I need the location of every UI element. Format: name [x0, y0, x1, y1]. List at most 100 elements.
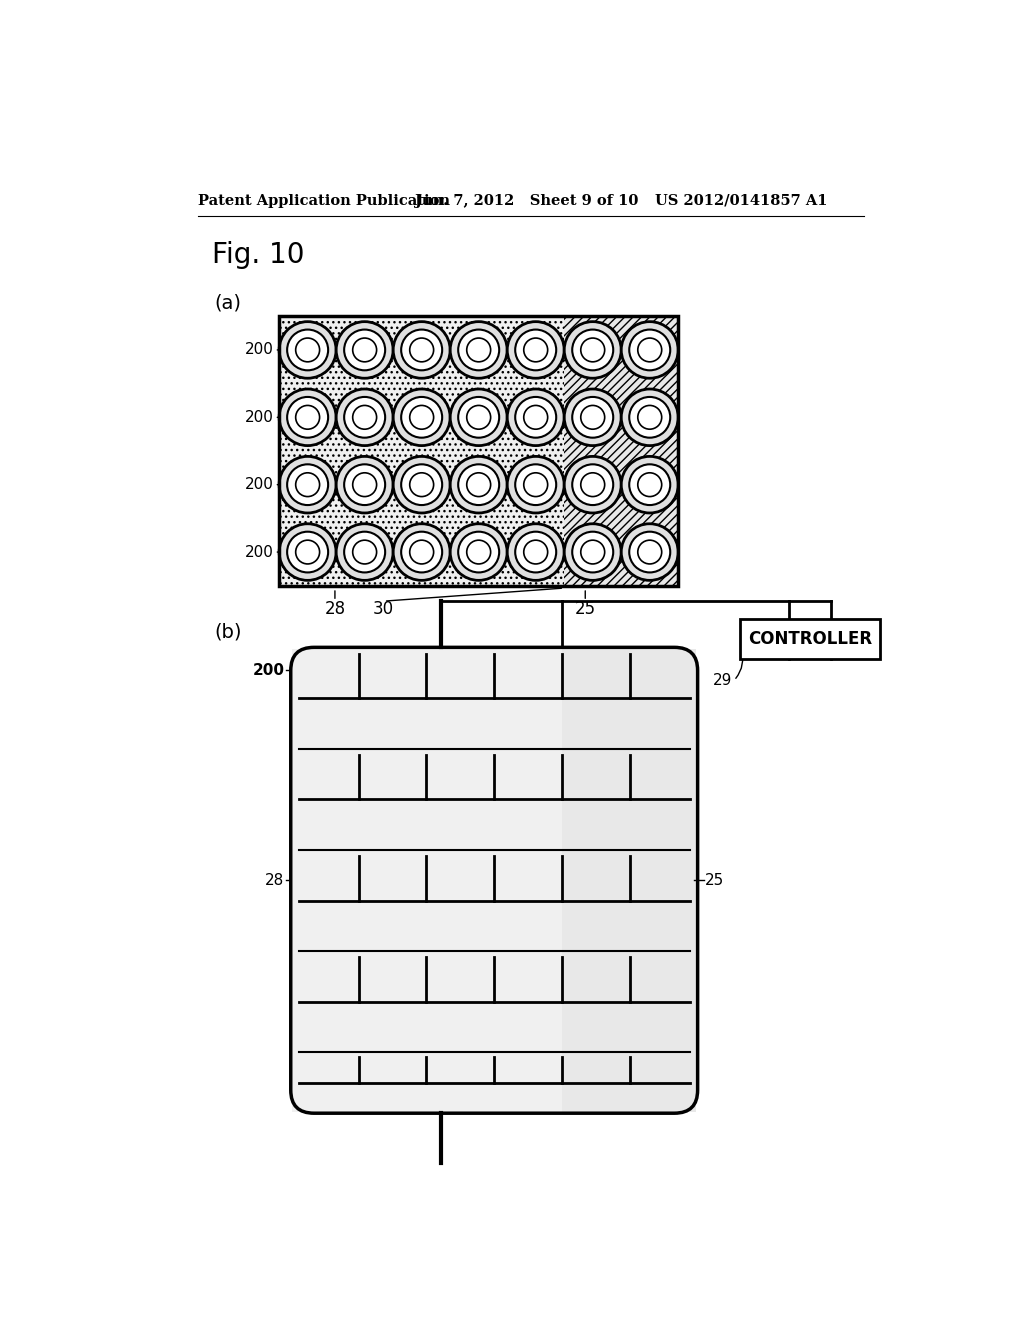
Circle shape: [451, 457, 507, 513]
Circle shape: [458, 330, 499, 371]
Circle shape: [336, 389, 393, 446]
Text: Jun. 7, 2012   Sheet 9 of 10: Jun. 7, 2012 Sheet 9 of 10: [415, 194, 638, 207]
Circle shape: [638, 473, 662, 496]
Circle shape: [393, 389, 451, 446]
Bar: [280, 317, 564, 586]
FancyBboxPatch shape: [562, 647, 697, 1113]
Circle shape: [336, 457, 393, 513]
Text: 200: 200: [245, 409, 273, 425]
Text: 200: 200: [245, 342, 273, 358]
Circle shape: [572, 465, 613, 506]
Circle shape: [572, 397, 613, 438]
Circle shape: [564, 457, 622, 513]
Circle shape: [523, 338, 548, 362]
Circle shape: [410, 338, 433, 362]
Text: Patent Application Publication: Patent Application Publication: [198, 194, 450, 207]
Circle shape: [451, 322, 507, 379]
Circle shape: [458, 465, 499, 506]
Circle shape: [467, 473, 490, 496]
Circle shape: [638, 338, 662, 362]
Circle shape: [515, 330, 556, 371]
Circle shape: [287, 532, 328, 573]
Circle shape: [401, 532, 442, 573]
Circle shape: [280, 322, 336, 379]
Circle shape: [344, 397, 385, 438]
Circle shape: [401, 465, 442, 506]
Circle shape: [564, 322, 622, 379]
Circle shape: [401, 330, 442, 371]
Circle shape: [507, 457, 564, 513]
Circle shape: [622, 389, 678, 446]
Circle shape: [287, 397, 328, 438]
Circle shape: [287, 330, 328, 371]
Circle shape: [393, 524, 451, 581]
Circle shape: [523, 473, 548, 496]
Text: 25: 25: [574, 599, 596, 618]
Bar: [280, 317, 678, 586]
Circle shape: [344, 532, 385, 573]
Bar: [740, 619, 880, 659]
Circle shape: [581, 540, 605, 564]
Text: US 2012/0141857 A1: US 2012/0141857 A1: [655, 194, 827, 207]
Circle shape: [410, 540, 433, 564]
Circle shape: [296, 540, 319, 564]
Text: Fig. 10: Fig. 10: [212, 240, 304, 269]
Circle shape: [564, 524, 622, 581]
Circle shape: [410, 405, 433, 429]
Circle shape: [507, 524, 564, 581]
Circle shape: [344, 330, 385, 371]
Circle shape: [638, 405, 662, 429]
Circle shape: [467, 540, 490, 564]
Circle shape: [515, 465, 556, 506]
Circle shape: [622, 457, 678, 513]
Bar: [292, 649, 562, 1111]
Text: 29: 29: [713, 673, 732, 688]
Circle shape: [451, 524, 507, 581]
Circle shape: [393, 457, 451, 513]
Circle shape: [564, 389, 622, 446]
Circle shape: [410, 473, 433, 496]
Circle shape: [280, 389, 336, 446]
Circle shape: [287, 465, 328, 506]
Circle shape: [451, 389, 507, 446]
Circle shape: [629, 397, 671, 438]
Text: 28: 28: [265, 873, 285, 888]
Circle shape: [352, 405, 377, 429]
Text: (a): (a): [215, 293, 242, 313]
Circle shape: [352, 540, 377, 564]
Circle shape: [523, 405, 548, 429]
Text: 200: 200: [245, 545, 273, 560]
Circle shape: [622, 322, 678, 379]
Circle shape: [296, 405, 319, 429]
Circle shape: [523, 540, 548, 564]
Circle shape: [581, 338, 605, 362]
Circle shape: [638, 540, 662, 564]
Circle shape: [344, 465, 385, 506]
Circle shape: [352, 338, 377, 362]
Circle shape: [458, 397, 499, 438]
Text: 25: 25: [706, 873, 725, 888]
Circle shape: [280, 457, 336, 513]
Circle shape: [280, 524, 336, 581]
Circle shape: [296, 338, 319, 362]
Circle shape: [467, 405, 490, 429]
Circle shape: [629, 330, 671, 371]
Circle shape: [572, 330, 613, 371]
Circle shape: [507, 389, 564, 446]
Circle shape: [458, 532, 499, 573]
Bar: [564, 317, 678, 586]
Circle shape: [296, 473, 319, 496]
Text: 200: 200: [253, 663, 285, 678]
Text: (b): (b): [215, 623, 243, 642]
Text: 200: 200: [245, 478, 273, 492]
Text: 28: 28: [325, 599, 345, 618]
FancyBboxPatch shape: [291, 647, 697, 1113]
Bar: [562, 649, 696, 1111]
Circle shape: [572, 532, 613, 573]
Circle shape: [401, 397, 442, 438]
Circle shape: [515, 532, 556, 573]
Circle shape: [622, 524, 678, 581]
Circle shape: [629, 532, 671, 573]
Circle shape: [467, 338, 490, 362]
Circle shape: [581, 473, 605, 496]
